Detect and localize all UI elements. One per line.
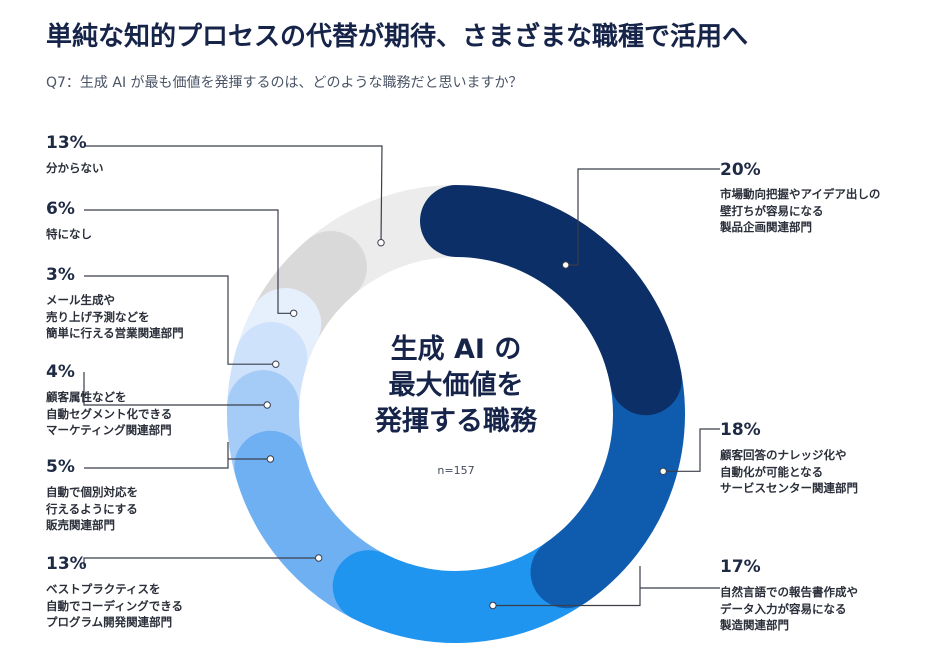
leader-dot	[489, 601, 497, 610]
question-subtitle: Q7：生成 AI が最も価値を発揮するのは、どのような職務だと思いますか？	[46, 75, 523, 91]
leader-line	[84, 145, 383, 243]
slice-description-label: 顧客属性などを 自動セグメント化できる マーケティング関連部門	[46, 390, 173, 437]
leader-dot	[377, 239, 385, 247]
slice-description-label: 市場動向把握やアイデア出しの 壁打ちが容易になる 製品企画関連部門	[720, 187, 881, 234]
leader-dot	[315, 554, 323, 562]
leader-line	[565, 168, 720, 266]
slice-description-label: ベストプラクティスを 自動でコーディングできる プログラム開発関連部門	[46, 582, 183, 629]
leader-dot	[263, 401, 271, 409]
leader-line	[83, 372, 268, 406]
leader-dot	[562, 261, 570, 269]
leader-dot	[290, 309, 298, 317]
slice-description-label: 顧客回答のナレッジ化や 自動化が可能となる サービスセンター関連部門	[720, 448, 858, 495]
slice-percent-label: 4%	[46, 362, 75, 382]
leader-line	[84, 275, 276, 365]
leader-line	[663, 428, 720, 472]
slice-description-label: 分からない	[46, 161, 104, 175]
slice-percent-label: 13%	[46, 133, 87, 153]
leader-line	[84, 442, 271, 469]
leader-line	[84, 209, 294, 314]
slice-description-label: 自動で個別対応を 行えるようにする 販売関連部門	[46, 485, 138, 532]
sample-size-label: n=157	[437, 464, 475, 477]
slice-percent-label: 17%	[720, 557, 761, 577]
slice-percent-label: 6%	[46, 199, 75, 219]
donut-center-label: 生成 AI の 最大価値を 発揮する職務	[375, 334, 537, 437]
leader-line	[492, 566, 720, 607]
page-title: 単純な知的プロセスの代替が期待、さまざまな職種で活用へ	[46, 22, 749, 52]
slice-description-label: メール生成や 売り上げ予測などを 簡単に行える営業関連部門	[46, 293, 184, 340]
slice-percent-label: 3%	[46, 265, 75, 285]
slice-percent-label: 5%	[46, 457, 75, 477]
donut-slice	[420, 185, 682, 416]
slice-description-label: 特になし	[46, 227, 92, 241]
leader-dot	[659, 467, 667, 475]
slice-percent-label: 13%	[46, 554, 87, 574]
leader-line	[83, 557, 319, 566]
slice-description-label: 自然言語での報告書作成や データ入力が容易になる 製造関連部門	[720, 585, 858, 632]
leader-dot	[272, 360, 280, 368]
slice-percent-label: 18%	[720, 420, 761, 440]
slice-percent-label: 20%	[720, 160, 761, 180]
leader-dot	[266, 455, 275, 463]
